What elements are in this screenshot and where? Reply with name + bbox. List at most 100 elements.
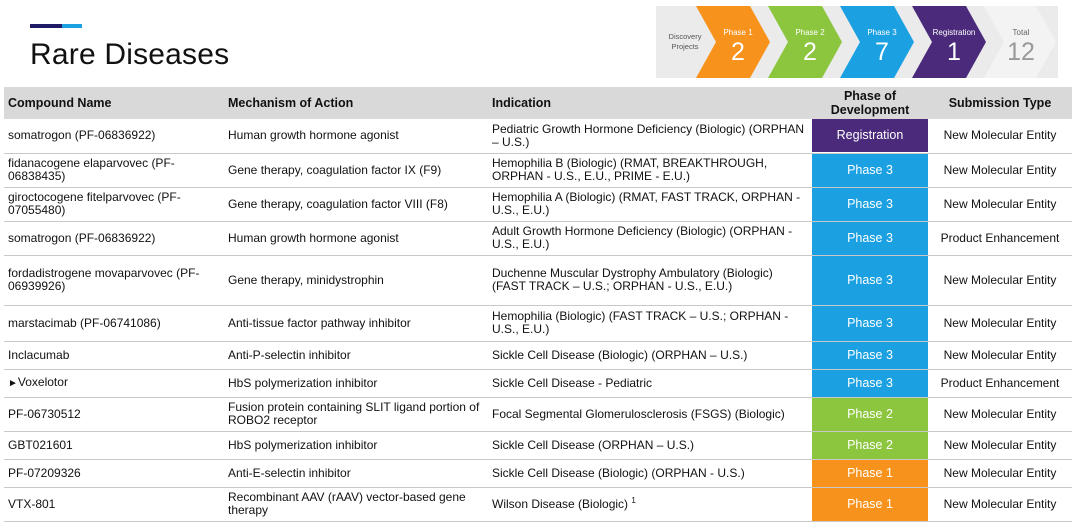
submission-cell: Product Enhancement [928, 221, 1072, 256]
phase-1-stage: Phase 1 2 [708, 6, 768, 78]
chevron-phase-2 [768, 6, 842, 78]
mechanism-cell: HbS polymerization inhibitor [224, 369, 488, 398]
phase-2-stage: Phase 2 2 [780, 6, 840, 78]
table-row: fidanacogene elaparvovec (PF-06838435) G… [4, 153, 1072, 188]
compound-cell: somatrogon (PF-06836922) [4, 221, 224, 256]
phase-cell: Phase 3 [812, 341, 928, 370]
footnote-marker: 1 [631, 495, 636, 505]
mechanism-cell: Anti-P-selectin inhibitor [224, 341, 488, 370]
mechanism-cell: Gene therapy, coagulation factor VIII (F… [224, 187, 488, 222]
indication-cell: Hemophilia A (Biologic) (RMAT, FAST TRAC… [488, 187, 812, 222]
table-row: marstacimab (PF-06741086) Anti-tissue fa… [4, 305, 1072, 342]
phase-cell: Phase 3 [812, 153, 928, 188]
phase-cell: Phase 3 [812, 369, 928, 398]
mechanism-cell: Anti-tissue factor pathway inhibitor [224, 305, 488, 342]
submission-cell: New Molecular Entity [928, 397, 1072, 432]
phase-cell: Phase 2 [812, 431, 928, 460]
compound-cell: somatrogon (PF-06836922) [4, 119, 224, 154]
compound-cell: Inclacumab [4, 341, 224, 370]
header-phase: Phase of Development [812, 87, 928, 119]
phase-cell: Phase 3 [812, 221, 928, 256]
page-title: Rare Diseases [30, 38, 230, 71]
phase-cell: Phase 3 [812, 255, 928, 306]
chevron-total [984, 6, 1056, 78]
total-stage: Total 12 [992, 6, 1050, 78]
phase-badge: Phase 3 [812, 221, 928, 255]
compound-cell: PF-07209326 [4, 459, 224, 488]
phase-3-stage: Phase 3 7 [852, 6, 912, 78]
indication-cell: Sickle Cell Disease (Biologic) (ORPHAN –… [488, 341, 812, 370]
chevron-registration [912, 6, 986, 78]
phase-cell: Phase 3 [812, 305, 928, 342]
indication-cell: Hemophilia B (Biologic) (RMAT, BREAKTHRO… [488, 153, 812, 188]
table-row: giroctocogene fitelparvovec (PF-07055480… [4, 187, 1072, 222]
submission-cell: New Molecular Entity [928, 341, 1072, 370]
phase-badge: Phase 3 [812, 153, 928, 187]
phase-2-count: 2 [803, 38, 817, 66]
submission-cell: New Molecular Entity [928, 487, 1072, 522]
total-label: Total [1012, 28, 1030, 37]
table-row: VTX-801 Recombinant AAV (rAAV) vector-ba… [4, 487, 1072, 522]
phase-badge: Registration [812, 119, 928, 153]
table-row: somatrogon (PF-06836922) Human growth ho… [4, 119, 1072, 154]
mechanism-cell: Fusion protein containing SLIT ligand po… [224, 397, 488, 432]
phase-badge: Phase 1 [812, 487, 928, 521]
mechanism-cell: Human growth hormone agonist [224, 221, 488, 256]
phase-cell: Phase 3 [812, 187, 928, 222]
phase-cell: Phase 2 [812, 397, 928, 432]
table-row: somatrogon (PF-06836922) Human growth ho… [4, 221, 1072, 256]
indication-cell: Sickle Cell Disease - Pediatric [488, 369, 812, 398]
total-count: 12 [1007, 38, 1035, 66]
phase-badge: Phase 3 [812, 341, 928, 369]
phase-1-label: Phase 1 [723, 28, 753, 37]
phase-3-label: Phase 3 [867, 28, 897, 37]
phase-badge: Phase 3 [812, 187, 928, 221]
chevron-phase-1 [696, 6, 770, 78]
submission-cell: New Molecular Entity [928, 153, 1072, 188]
phase-badge: Phase 3 [812, 305, 928, 341]
discovery-label: Discovery Projects [668, 32, 702, 51]
table-row: GBT021601 HbS polymerization inhibitor S… [4, 431, 1072, 460]
indication-cell: Wilson Disease (Biologic) 1 [488, 487, 812, 522]
mechanism-cell: Anti-E-selectin inhibitor [224, 459, 488, 488]
header-indication: Indication [488, 87, 812, 119]
compound-cell: GBT021601 [4, 431, 224, 460]
submission-cell: New Molecular Entity [928, 431, 1072, 460]
table-row: PF-06730512 Fusion protein containing SL… [4, 397, 1072, 432]
indication-cell: Pediatric Growth Hormone Deficiency (Bio… [488, 119, 812, 154]
mechanism-cell: Human growth hormone agonist [224, 119, 488, 154]
phase-badge: Phase 3 [812, 369, 928, 397]
header-compound: Compound Name [4, 87, 224, 119]
phase-3-count: 7 [875, 38, 889, 66]
registration-stage: Registration 1 [924, 6, 984, 78]
registration-label: Registration [932, 28, 976, 37]
phase-cell: Phase 1 [812, 487, 928, 522]
submission-cell: Product Enhancement [928, 369, 1072, 398]
phase-cell: Phase 1 [812, 459, 928, 488]
phase-badge: Phase 2 [812, 431, 928, 459]
phase-badge: Phase 3 [812, 255, 928, 305]
table-row: Inclacumab Anti-P-selectin inhibitor Sic… [4, 341, 1072, 370]
indication-cell: Focal Segmental Glomerulosclerosis (FSGS… [488, 397, 812, 432]
table-row: fordadistrogene movaparvovec (PF-0693992… [4, 255, 1072, 306]
indication-cell: Sickle Cell Disease (Biologic) (ORPHAN -… [488, 459, 812, 488]
submission-cell: New Molecular Entity [928, 255, 1072, 306]
compound-cell: fidanacogene elaparvovec (PF-06838435) [4, 153, 224, 188]
mechanism-cell: HbS polymerization inhibitor [224, 431, 488, 460]
table-row: PF-07209326 Anti-E-selectin inhibitor Si… [4, 459, 1072, 488]
phase-2-label: Phase 2 [795, 28, 825, 37]
compound-cell: VTX-801 [4, 487, 224, 522]
submission-cell: New Molecular Entity [928, 119, 1072, 154]
phase-badge: Phase 1 [812, 459, 928, 487]
compound-cell: marstacimab (PF-06741086) [4, 305, 224, 342]
indication-cell: Sickle Cell Disease (ORPHAN – U.S.) [488, 431, 812, 460]
registration-count: 1 [947, 38, 961, 66]
phase-cell: Registration [812, 119, 928, 154]
mechanism-cell: Gene therapy, coagulation factor IX (F9) [224, 153, 488, 188]
submission-cell: New Molecular Entity [928, 187, 1072, 222]
indication-cell: Duchenne Muscular Dystrophy Ambulatory (… [488, 255, 812, 306]
mechanism-cell: Gene therapy, minidystrophin [224, 255, 488, 306]
indication-text: Wilson Disease (Biologic) [492, 496, 629, 511]
pipeline-chevrons [696, 6, 1056, 78]
submission-cell: New Molecular Entity [928, 459, 1072, 488]
